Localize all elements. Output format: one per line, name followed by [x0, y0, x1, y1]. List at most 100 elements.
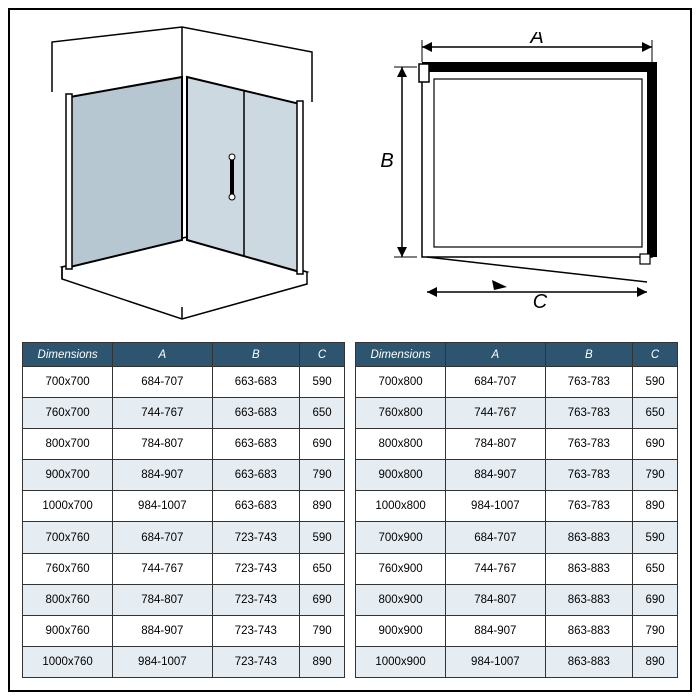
table-cell: 684-707	[113, 522, 212, 553]
document-frame: A B C Dimension	[8, 8, 692, 692]
table-cell: 1000x760	[23, 646, 113, 677]
table-cell: 1000x700	[23, 491, 113, 522]
isometric-diagram	[22, 22, 342, 322]
table-row: 760x760744-767723-743650	[23, 553, 345, 584]
table-cell: 744-767	[446, 398, 545, 429]
table-cell: 690	[300, 429, 345, 460]
table-cell: 1000x900	[356, 646, 446, 677]
dim-label-a: A	[529, 32, 543, 48]
table-row: 800x900784-807863-883690	[356, 584, 678, 615]
table-cell: 760x800	[356, 398, 446, 429]
table-cell: 744-767	[113, 553, 212, 584]
col-header: Dimensions	[356, 343, 446, 367]
table-row: 1000x700984-1007663-683890	[23, 491, 345, 522]
table-cell: 760x900	[356, 553, 446, 584]
table-cell: 684-707	[446, 367, 545, 398]
dim-label-c: C	[533, 291, 548, 312]
table-cell: 763-783	[545, 367, 633, 398]
table-cell: 884-907	[113, 615, 212, 646]
table-cell: 984-1007	[446, 491, 545, 522]
table-cell: 650	[300, 398, 345, 429]
table-cell: 663-683	[212, 429, 300, 460]
table-cell: 900x900	[356, 615, 446, 646]
table-cell: 763-783	[545, 398, 633, 429]
table-cell: 890	[300, 646, 345, 677]
table-cell: 984-1007	[446, 646, 545, 677]
table-cell: 744-767	[113, 398, 212, 429]
table-cell: 890	[633, 491, 678, 522]
table-cell: 663-683	[212, 491, 300, 522]
col-header: A	[446, 343, 545, 367]
table-cell: 890	[633, 646, 678, 677]
table-cell: 650	[633, 553, 678, 584]
table-cell: 684-707	[446, 522, 545, 553]
col-header: B	[212, 343, 300, 367]
table-cell: 863-883	[545, 522, 633, 553]
table-cell: 763-783	[545, 460, 633, 491]
table-cell: 590	[633, 367, 678, 398]
table-cell: 684-707	[113, 367, 212, 398]
table-row: 800x760784-807723-743690	[23, 584, 345, 615]
table-cell: 690	[633, 584, 678, 615]
table-cell: 984-1007	[113, 646, 212, 677]
table-cell: 800x900	[356, 584, 446, 615]
table-row: 900x800884-907763-783790	[356, 460, 678, 491]
table-row: 760x800744-767763-783650	[356, 398, 678, 429]
table-cell: 900x760	[23, 615, 113, 646]
table-cell: 723-743	[212, 522, 300, 553]
table-cell: 884-907	[446, 615, 545, 646]
table-cell: 863-883	[545, 646, 633, 677]
table-cell: 650	[633, 398, 678, 429]
table-cell: 1000x800	[356, 491, 446, 522]
table-cell: 744-767	[446, 553, 545, 584]
table-cell: 663-683	[212, 460, 300, 491]
plan-diagram: A B C	[372, 32, 672, 312]
table-row: 700x760684-707723-743590	[23, 522, 345, 553]
table-cell: 690	[633, 429, 678, 460]
table-cell: 900x800	[356, 460, 446, 491]
table-cell: 663-683	[212, 367, 300, 398]
table-cell: 763-783	[545, 491, 633, 522]
table-cell: 800x700	[23, 429, 113, 460]
table-cell: 900x700	[23, 460, 113, 491]
table-row: 700x900684-707863-883590	[356, 522, 678, 553]
dimensions-table-right: DimensionsABC 700x800684-707763-78359076…	[355, 342, 678, 678]
table-cell: 700x760	[23, 522, 113, 553]
table-row: 700x700684-707663-683590	[23, 367, 345, 398]
table-cell: 863-883	[545, 615, 633, 646]
table-cell: 723-743	[212, 553, 300, 584]
diagram-row: A B C	[22, 22, 678, 332]
table-cell: 700x800	[356, 367, 446, 398]
table-cell: 790	[300, 460, 345, 491]
table-cell: 790	[300, 615, 345, 646]
table-cell: 590	[300, 367, 345, 398]
table-row: 900x900884-907863-883790	[356, 615, 678, 646]
table-cell: 884-907	[113, 460, 212, 491]
table-cell: 863-883	[545, 553, 633, 584]
col-header: C	[633, 343, 678, 367]
table-row: 1000x760984-1007723-743890	[23, 646, 345, 677]
table-cell: 590	[300, 522, 345, 553]
table-cell: 723-743	[212, 646, 300, 677]
table-row: 800x800784-807763-783690	[356, 429, 678, 460]
table-cell: 760x760	[23, 553, 113, 584]
table-cell: 700x900	[356, 522, 446, 553]
tables-row: DimensionsABC 700x700684-707663-68359076…	[22, 342, 678, 678]
table-row: 1000x800984-1007763-783890	[356, 491, 678, 522]
table-row: 700x800684-707763-783590	[356, 367, 678, 398]
table-row: 1000x900984-1007863-883890	[356, 646, 678, 677]
table-cell: 590	[633, 522, 678, 553]
dim-label-b: B	[380, 150, 393, 172]
table-cell: 863-883	[545, 584, 633, 615]
table-cell: 800x800	[356, 429, 446, 460]
col-header: A	[113, 343, 212, 367]
dimensions-table-left: DimensionsABC 700x700684-707663-68359076…	[22, 342, 345, 678]
col-header: B	[545, 343, 633, 367]
table-cell: 663-683	[212, 398, 300, 429]
table-cell: 800x760	[23, 584, 113, 615]
col-header: C	[300, 343, 345, 367]
table-row: 760x900744-767863-883650	[356, 553, 678, 584]
table-row: 760x700744-767663-683650	[23, 398, 345, 429]
table-cell: 690	[300, 584, 345, 615]
table-cell: 784-807	[446, 584, 545, 615]
